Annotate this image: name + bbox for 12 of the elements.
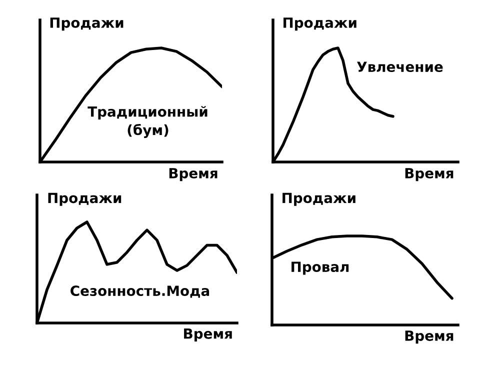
annotation: Сезонность.Мода (70, 286, 210, 298)
y-axis-title: Продажи (282, 192, 356, 206)
y-axis-title: Продажи (50, 18, 124, 31)
x-axis-title: Время (169, 168, 218, 182)
annotation: Провал (292, 262, 349, 275)
annotation: Увлечение (357, 62, 443, 72)
y-axis-title: Продажи (284, 18, 356, 31)
y-axis-title: Продажи (48, 192, 122, 206)
x-axis-title: Время (184, 328, 232, 342)
x-axis-title: Время (405, 168, 454, 182)
x-axis-title: Время (405, 330, 454, 344)
annotation: Традиционный (бум) (88, 106, 208, 138)
